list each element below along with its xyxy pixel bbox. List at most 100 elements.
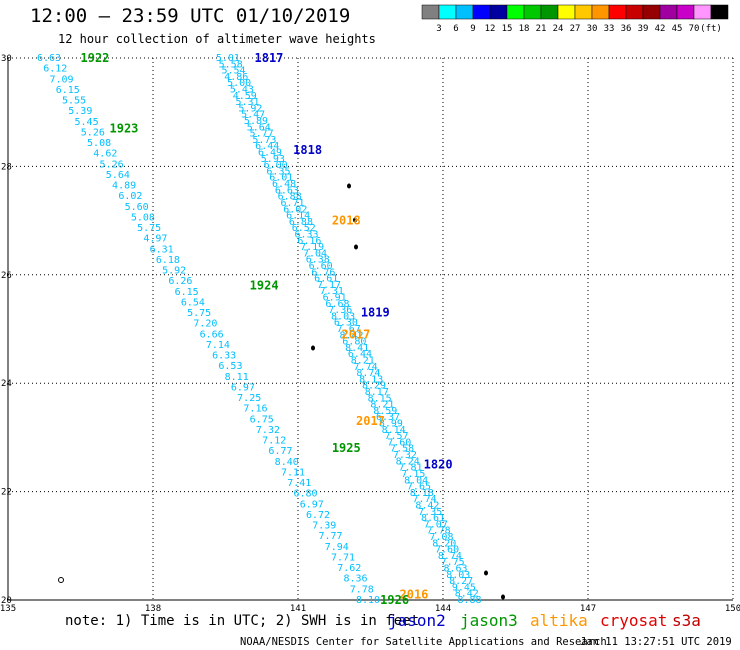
colorbar-label: 21 [536,24,547,34]
swh-value: 8.03 [446,570,470,581]
x-tick-label: 147 [580,604,596,614]
pass-time-label: 1819 [361,306,390,320]
swh-value: 7.04 [303,248,327,259]
swh-value: 4.97 [143,234,167,245]
pass-time-label: 2016 [400,588,429,602]
pass-time-label: 1817 [255,51,284,65]
x-tick-label: 138 [145,604,161,614]
swh-value: 7.74 [413,494,437,505]
swh-value: 7.36 [328,305,352,316]
satellite-legend-entry: s3a [672,611,701,630]
islands [58,183,505,600]
swh-value: 7.12 [262,436,286,447]
pass-time-label: 1820 [424,458,453,472]
swh-value: 6.91 [323,292,347,303]
swh-value: 4.62 [93,149,117,160]
swh-value: 6.48 [272,179,296,190]
swh-value: 8.24 [396,456,420,467]
swh-value: 7.25 [237,393,261,404]
y-tick-label: 20 [1,596,12,606]
colorbar-swatch [642,4,661,20]
swh-value: 5.43 [230,85,254,96]
page-title: 12:00 — 23:59 UTC 01/10/2019 [30,5,351,27]
swh-value: 5.64 [247,122,271,133]
footer: note: 1) Time is in UTC; 2) SWH is in fe… [65,611,732,648]
colorbar-swatch [591,4,610,20]
swh-value: 6.88 [278,192,302,203]
swh-value: 6.31 [150,244,174,255]
colorbar-swatch [676,4,695,20]
swh-value: 6.26 [168,276,192,287]
colorbar-swatch [455,4,474,20]
colorbar-swatch [438,4,457,20]
swh-value: 8.88 [458,595,482,606]
swh-value: 8.74 [438,551,462,562]
swh-value: 6.63 [275,185,299,196]
swh-value: 7.32 [256,425,280,436]
swh-value: 5.26 [100,159,124,170]
swh-value: 7.81 [398,463,422,474]
colorbar-label: 36 [621,24,632,34]
island-mark [484,570,488,576]
swh-value: 5.26 [81,127,105,138]
swh-value: 9.45 [452,582,476,593]
swh-value: 7.16 [243,404,267,415]
satellite-legend-entry: cryosat [600,611,667,630]
swh-value: 6.00 [264,160,288,171]
swh-value: 8.40 [275,457,299,468]
swh-value: 8.99 [379,419,403,430]
pass-time-label: 1923 [110,121,139,135]
swh-value: 6.80 [342,337,366,348]
swh-value: 5.93 [261,154,285,165]
pass-time-label: 2017 [342,327,371,341]
swh-value: 7.20 [193,319,217,330]
x-tick-label: 150 [725,604,740,614]
swh-value: 7.58 [390,444,414,455]
colorbar-swatch [693,4,712,20]
pass-labels: 1922 1817 1923 1818 2018 1924 1819 2017 2017 1925… [81,51,453,607]
island-mark [311,345,315,351]
swh-value: 5.92 [162,266,186,277]
swh-value: 8.59 [373,406,397,417]
pass-time-label: 1926 [380,593,409,607]
colorbar-label: 3 [436,24,441,34]
swh-value: 8.42 [415,500,439,511]
colorbar-swatch [608,4,627,20]
pass-time-label: 1818 [293,143,322,157]
satellite-legend-entry: jason3 [460,611,518,630]
y-tick-label: 30 [1,54,12,64]
swh-value: 7.07 [424,519,448,530]
y-tick-label: 28 [1,162,12,172]
colorbar-label: (ft) [700,24,722,34]
swh-value: 5.00 [227,78,251,89]
pass-time-label: 1924 [250,279,279,293]
swh-value: 6.77 [268,446,292,457]
swh-value: 8.14 [382,425,406,436]
swh-value: 7.74 [354,362,378,373]
swh-value: 6.80 [293,489,317,500]
swh-value: 8.74 [356,368,380,379]
swh-value: 5.60 [125,202,149,213]
swh-value: 6.15 [56,85,80,96]
swh-value: 5.47 [241,110,265,121]
swh-value: 7.19 [300,242,324,253]
swh-value: 6.54 [181,297,205,308]
swh-value: 8.17 [365,387,389,398]
swh-value: 5.64 [106,170,130,181]
swh-value: 8.20 [432,538,456,549]
swh-value: 6.63 [37,53,61,64]
swh-value: 6.75 [250,414,274,425]
swh-value: 7.14 [206,340,230,351]
swh-value: 5.75 [137,223,161,234]
colorbar-label: 45 [672,24,683,34]
swh-value: 7.71 [331,552,355,563]
swh-value: 8.11 [225,372,249,383]
swh-value: 6.01 [269,173,293,184]
swh-value: 6.97 [300,499,324,510]
swh-value: 6.44 [255,141,279,152]
swh-value: 8.29 [362,381,386,392]
swh-value: 5.39 [68,106,92,117]
swh-value: 6.71 [280,198,304,209]
swh-value: 8.13 [359,374,383,385]
footer-timestamp: Jan 11 13:27:51 UTC 2019 [580,636,732,648]
